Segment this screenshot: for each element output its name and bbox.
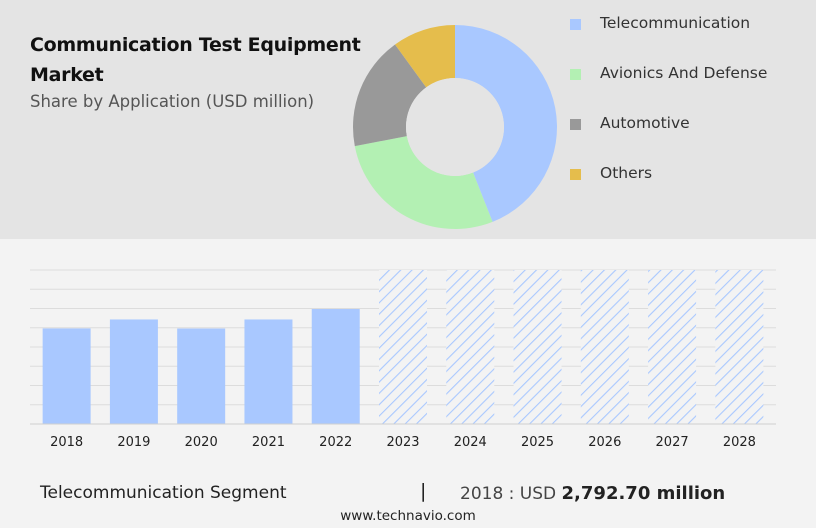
- bar-2020: [177, 328, 226, 424]
- chart-subtitle: Share by Application (USD million): [30, 92, 315, 111]
- legend-swatch-automotive: [570, 119, 581, 130]
- footer-segment-label: Telecommunication Segment: [40, 483, 287, 503]
- bars: [42, 270, 764, 424]
- legend-swatch-avionics-and-defense: [570, 69, 581, 80]
- bar-2018: [42, 328, 91, 424]
- legend-label-automotive: Automotive: [600, 114, 690, 132]
- bar-forecast-2026: [580, 270, 629, 424]
- x-tick-label-2019: 2019: [117, 435, 150, 450]
- x-tick-label-2028: 2028: [723, 435, 756, 450]
- x-tick-label-2027: 2027: [656, 435, 689, 450]
- x-tick-label-2022: 2022: [319, 435, 352, 450]
- bar-forecast-2024: [446, 270, 495, 424]
- x-tick-label-2026: 2026: [588, 435, 621, 450]
- chart-title: Communication Test Equipment Market: [30, 34, 361, 86]
- footer-year-prefix: 2018 : USD: [460, 484, 557, 504]
- donut-slice-telecommunication: [455, 25, 557, 222]
- footer-value-amount: 2,792.70 million: [561, 483, 726, 504]
- bar-chart: 2018 2019 2020 2021 2022 2023 2024 2025 2026 2027…: [30, 269, 776, 450]
- bar-forecast-2023: [379, 270, 427, 424]
- bar-forecast-2025: [513, 270, 562, 424]
- donut-chart: [352, 25, 557, 230]
- x-tick-label-2023: 2023: [386, 435, 419, 450]
- footer-value: 2018 : USD 2,792.70 million: [460, 483, 725, 504]
- legend-swatch-telecommunication: [570, 19, 581, 30]
- x-tick-label-2025: 2025: [521, 435, 554, 450]
- source-credit: www.technavio.com: [340, 508, 476, 524]
- x-tick-label-2024: 2024: [454, 435, 487, 450]
- donut-slice-avionics-and-defense: [354, 136, 493, 230]
- donut-hole: [406, 78, 504, 176]
- donut-slice-automotive: [352, 44, 427, 147]
- bar-2022: [311, 309, 360, 424]
- x-tick-label-2018: 2018: [50, 435, 83, 450]
- legend-swatch-others: [570, 169, 581, 180]
- bar-2021: [244, 319, 293, 424]
- donut-slice-others: [395, 25, 455, 88]
- legend-label-telecommunication: Telecommunication: [600, 14, 751, 32]
- x-tick-labels: 2018 2019 2020 2021 2022 2023 2024 2025 2026 2027…: [50, 435, 756, 450]
- legend-label-others: Others: [600, 164, 653, 182]
- x-tick-label-2021: 2021: [252, 435, 285, 450]
- bar-forecast-2028: [715, 270, 764, 424]
- bar-forecast-2027: [648, 270, 697, 424]
- bar-2019: [109, 319, 158, 424]
- footer-divider: |: [420, 480, 427, 502]
- legend-label-avionics-and-defense: Avionics And Defense: [600, 64, 768, 82]
- x-tick-label-2020: 2020: [185, 435, 218, 450]
